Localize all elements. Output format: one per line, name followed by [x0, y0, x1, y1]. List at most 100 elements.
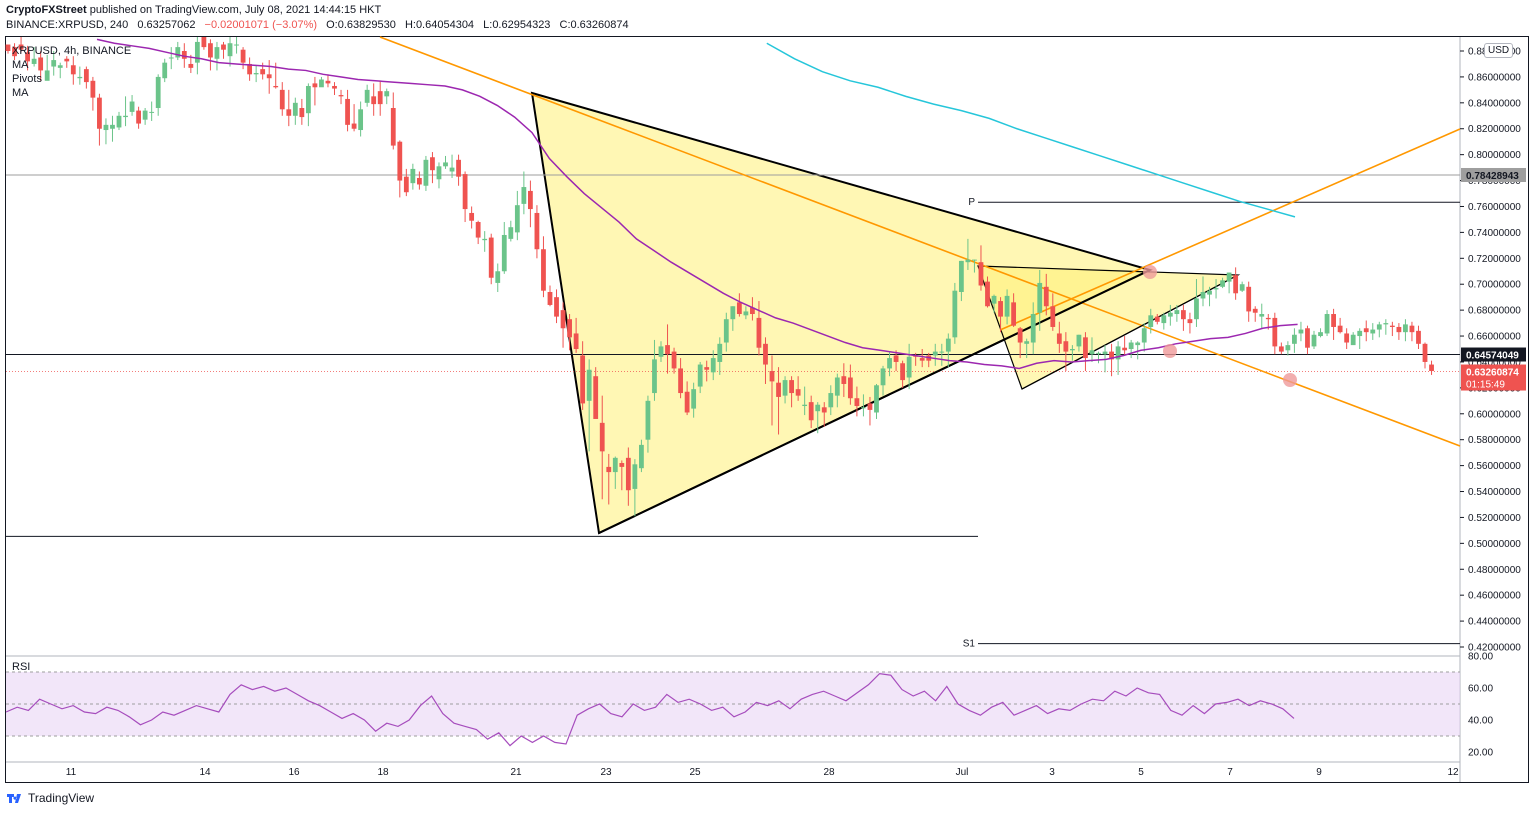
candle-body — [201, 37, 207, 48]
candle-body — [469, 212, 475, 221]
candle-body — [945, 338, 951, 352]
candle-body — [874, 385, 879, 413]
candle-body — [1135, 342, 1141, 346]
y-tick-label: 0.76000000 — [1468, 202, 1521, 213]
candle-body — [750, 307, 755, 315]
candle-body — [743, 311, 749, 316]
candle-body — [1030, 314, 1036, 343]
candle-body — [828, 393, 834, 408]
candle-body — [1278, 346, 1284, 352]
y-tick-label: 0.86000000 — [1468, 72, 1521, 83]
candle-body — [214, 47, 220, 59]
x-tick-label: 16 — [288, 767, 300, 778]
candle-body — [260, 69, 266, 75]
y-tick-label: 0.66000000 — [1468, 332, 1521, 343]
candle-body — [887, 358, 892, 369]
candle-body — [763, 343, 768, 365]
candle-body — [83, 69, 89, 83]
candle-body — [625, 457, 631, 491]
candle-body — [534, 212, 540, 250]
touch-point-marker — [1163, 344, 1177, 358]
candle-body — [18, 44, 24, 50]
candle-body — [397, 141, 403, 181]
y-tick-label: 0.60000000 — [1468, 409, 1521, 420]
price-change: −0.02001071 (−3.07%) — [204, 19, 318, 31]
candle-body — [436, 166, 442, 180]
candle-body — [1207, 290, 1212, 295]
candle-body — [1226, 272, 1232, 282]
last-price-tag-bg — [1461, 364, 1526, 391]
y-tick-label: 0.74000000 — [1468, 228, 1521, 239]
candle-body — [416, 177, 422, 185]
ohlc-line: BINANCE:XRPUSD, 240 0.63257062 −0.020010… — [6, 18, 629, 32]
candle-body — [730, 306, 736, 320]
pivot-label: S1 — [963, 639, 976, 650]
candle-body — [1383, 323, 1389, 325]
candle-body — [299, 108, 305, 118]
candle-body — [443, 162, 448, 167]
touch-point-marker — [1143, 265, 1157, 279]
candle-body — [658, 346, 664, 357]
tradingview-logo-icon[interactable] — [6, 792, 24, 804]
candle-body — [1318, 332, 1323, 337]
candle-body — [286, 109, 292, 116]
y-tick-label: 0.50000000 — [1468, 539, 1521, 550]
x-tick-label: 12 — [1447, 767, 1459, 778]
candle-body — [991, 295, 997, 304]
y-tick-label: 0.48000000 — [1468, 565, 1521, 576]
legend-ma-2[interactable]: MA — [12, 87, 29, 99]
candle-body — [645, 400, 651, 440]
candle-body — [697, 364, 703, 387]
candle-body — [1363, 328, 1369, 333]
rsi-line — [5, 672, 1295, 747]
rsi-tick-label: 40.00 — [1468, 716, 1493, 727]
open-label: O: — [326, 19, 338, 31]
x-tick-label: 7 — [1227, 767, 1233, 778]
candle-body — [508, 227, 514, 239]
publisher-name[interactable]: CryptoFXStreet — [6, 4, 87, 16]
candle-body — [1252, 308, 1258, 313]
candle-body — [893, 355, 899, 362]
candle-body — [958, 260, 964, 292]
candle-body — [802, 404, 808, 407]
y-tick-label: 0.84000000 — [1468, 98, 1521, 109]
candle-body — [1337, 325, 1343, 333]
y-tick-label: 0.80000000 — [1468, 150, 1521, 161]
candle-body — [430, 157, 435, 171]
candle-body — [31, 58, 37, 64]
candle-body — [736, 302, 742, 315]
x-tick-label: 23 — [600, 767, 612, 778]
candle-body — [136, 110, 141, 124]
candle-body — [671, 351, 677, 369]
y-tick-label: 0.52000000 — [1468, 513, 1521, 524]
candle-body — [273, 85, 279, 88]
legend-pivots[interactable]: Pivots — [12, 73, 42, 85]
candle-body — [1331, 314, 1336, 327]
candle-body — [1416, 330, 1421, 344]
candle-body — [972, 259, 977, 261]
candle-body — [547, 291, 553, 305]
candle-body — [665, 345, 670, 355]
candle-body — [580, 355, 586, 404]
currency-button[interactable]: USD — [1484, 43, 1514, 58]
tradingview-brand[interactable]: TradingView — [28, 791, 95, 805]
candle-body — [495, 271, 501, 283]
candle-body — [717, 343, 723, 362]
candle-body — [906, 356, 912, 378]
candle-body — [704, 367, 710, 370]
candle-body — [586, 369, 592, 401]
candle-body — [155, 76, 161, 109]
candle-body — [834, 377, 840, 396]
candle-body — [1350, 334, 1356, 346]
y-tick-label: 0.58000000 — [1468, 435, 1521, 446]
last-price: 0.63257062 — [137, 19, 196, 31]
legend-ma-1[interactable]: MA — [12, 59, 29, 71]
candle-body — [266, 74, 272, 79]
candle-body — [1403, 324, 1408, 333]
rsi-tick-label: 80.00 — [1468, 652, 1493, 663]
chart-header: CryptoFXStreet published on TradingView.… — [6, 3, 629, 31]
level-tag-784: 0.78428943 — [1466, 171, 1519, 182]
low-label: L: — [483, 19, 493, 31]
candle-body — [345, 98, 350, 125]
